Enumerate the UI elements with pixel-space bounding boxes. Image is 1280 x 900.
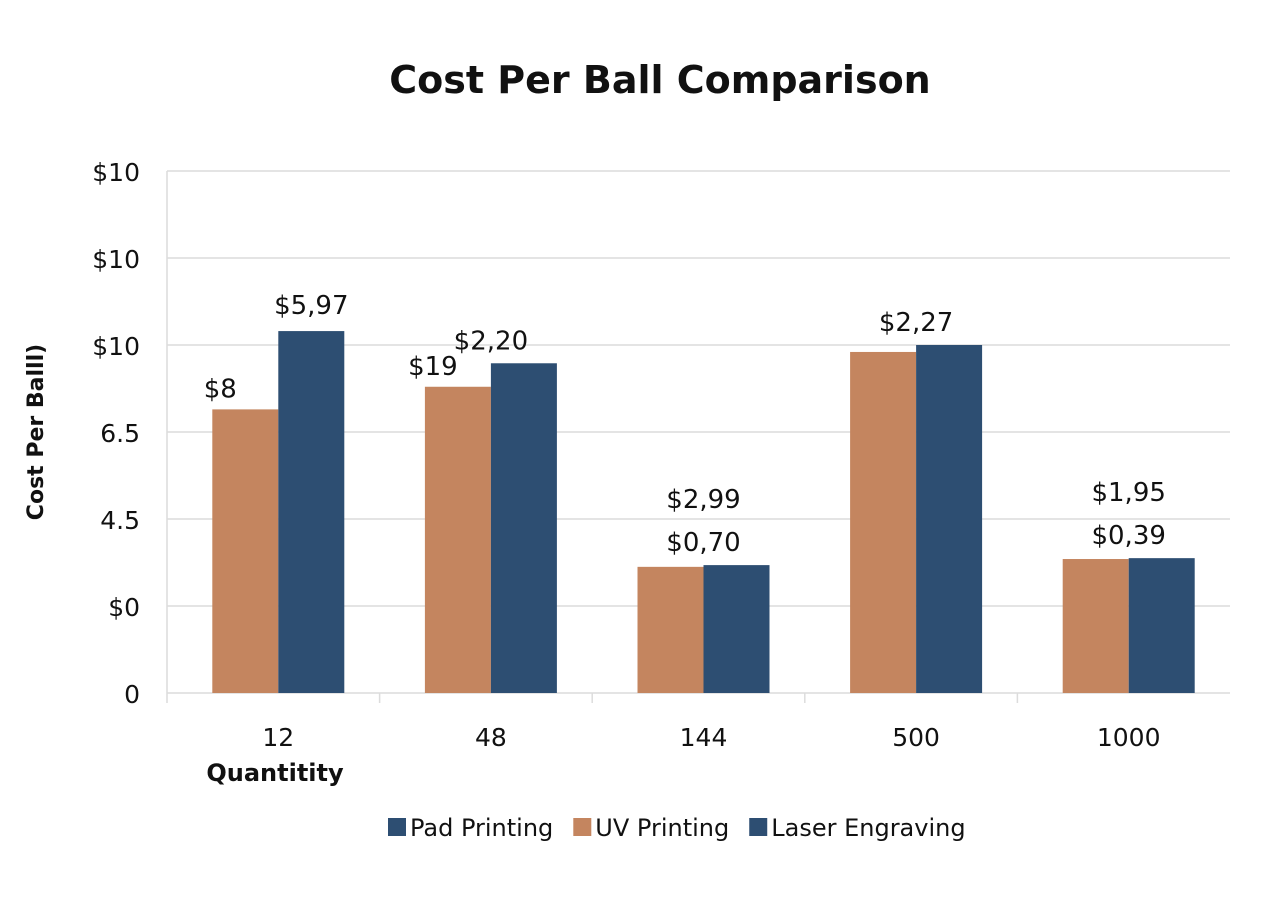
bar-laser-engraving [278,331,345,693]
bar-laser-engraving [703,565,770,693]
bar-laser-engraving [916,345,983,693]
y-tick-label: $10 [92,332,140,361]
legend-label: Laser Engraving [771,814,965,842]
bar-uv-printing [424,386,491,693]
legend-item: Pad Printing [388,814,553,842]
data-label: $0,70 [666,528,740,558]
legend-item: UV Printing [573,814,729,842]
data-label: $5,97 [274,291,348,321]
data-label: $19 [408,352,458,382]
bar-uv-printing [637,566,704,693]
y-tick-label: 4.5 [100,506,140,535]
bar-uv-printing [850,351,917,693]
x-tick-label: 500 [892,723,940,752]
data-label: $2,20 [454,326,528,356]
data-label: $2,99 [666,485,740,515]
x-axis-label: Quantitity [206,759,344,787]
x-tick-label: 1000 [1097,723,1161,752]
y-axis-label: Cost Per Balll) [24,344,49,520]
data-label: $0,39 [1091,521,1165,551]
bar-uv-printing [1062,559,1129,693]
data-label: $1,95 [1091,478,1165,508]
bar-laser-engraving [490,363,557,693]
x-tick-label: 144 [680,723,728,752]
y-tick-label: $0 [108,593,140,622]
legend-label: UV Printing [595,814,729,842]
bar-uv-printing [212,409,279,693]
legend-swatch [573,818,592,836]
y-tick-label: 6.5 [100,419,140,448]
legend-label: Pad Printing [410,814,553,842]
data-label: $8 [204,374,237,404]
legend-item: Laser Engraving [749,814,966,842]
legend-swatch [749,818,768,836]
y-tick-label: 0 [124,680,140,709]
x-tick-label: 48 [475,723,507,752]
legend-swatch [388,818,406,836]
data-label: $2,27 [879,308,953,338]
chart-title: Cost Per Ball Comparison [389,58,930,102]
bar-laser-engraving [1128,558,1195,693]
y-tick-label: $10 [92,158,140,187]
x-tick-label: 12 [262,723,294,752]
y-tick-label: $10 [92,245,140,274]
